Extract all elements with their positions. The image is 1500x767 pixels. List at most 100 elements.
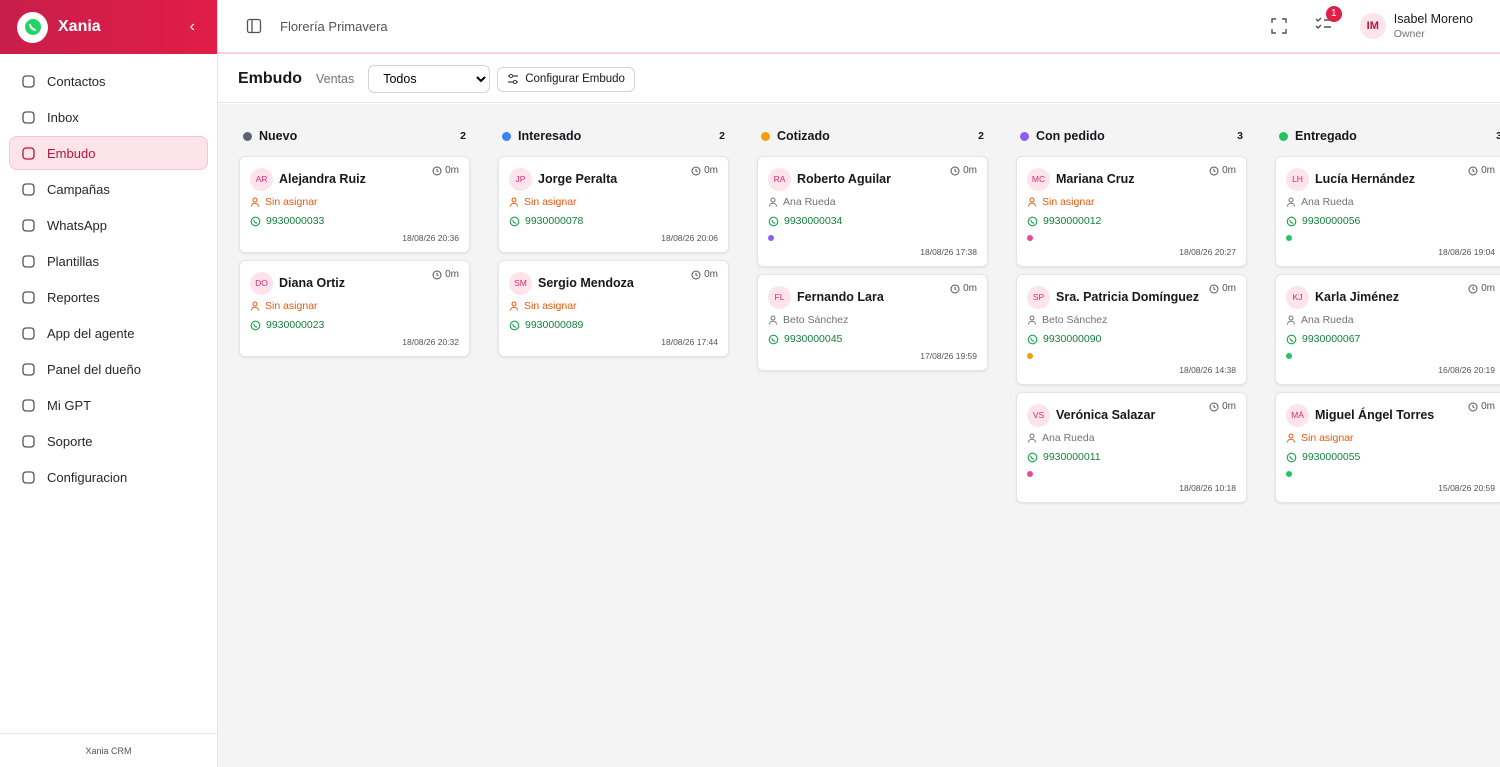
time-text: 0m: [963, 165, 977, 176]
nav-item[interactable]: Plantillas: [9, 244, 208, 278]
lead-initials: SM: [509, 271, 532, 295]
assignee-row: Sin asignar: [1286, 432, 1495, 444]
nav-icon: [22, 434, 35, 448]
assignee-row: Sin asignar: [509, 300, 718, 312]
nav-item[interactable]: Soporte: [9, 424, 208, 458]
lead-card[interactable]: AR Alejandra Ruiz 0m Sin asignar 9930000033 1…: [239, 156, 470, 253]
lead-card[interactable]: KJ Karla Jiménez 0m Ana Rueda 9930000067 16/0…: [1275, 274, 1500, 385]
time-text: 0m: [1222, 401, 1236, 412]
nav-label: Mi GPT: [47, 397, 92, 413]
nav-label: Soporte: [47, 433, 93, 449]
configure-button[interactable]: Configurar Embudo: [497, 66, 635, 92]
phone: 9930000011: [1043, 451, 1101, 463]
clock-icon: [950, 166, 960, 175]
sidebar-toggle[interactable]: [246, 18, 262, 34]
card-header: MÁ Miguel Ángel Torres 0m: [1286, 401, 1495, 427]
assignee-row: Sin asignar: [509, 196, 718, 208]
nav-item[interactable]: Embudo: [9, 136, 208, 170]
clock-icon: [1209, 402, 1219, 411]
lead-card[interactable]: RA Roberto Aguilar 0m Ana Rueda 9930000034 18…: [757, 156, 988, 267]
lead-card[interactable]: JP Jorge Peralta 0m Sin asignar 9930000078 18…: [498, 156, 729, 253]
lead-name: Roberto Aguilar: [797, 172, 891, 186]
assignee: Sin asignar: [265, 196, 318, 208]
time-text: 0m: [1481, 283, 1495, 294]
nav-item[interactable]: Panel del dueño: [9, 352, 208, 386]
nav-icon: [22, 290, 35, 304]
nav-label: Configuracion: [47, 469, 128, 485]
tag-dot: [768, 235, 774, 241]
lead-card[interactable]: DO Diana Ortiz 0m Sin asignar 9930000023 18/0…: [239, 260, 470, 357]
nav-icon: [22, 146, 35, 160]
time-text: 0m: [1481, 165, 1495, 176]
assignee-row: Beto Sánchez: [1027, 314, 1236, 326]
filter-select[interactable]: Todos: [368, 65, 491, 93]
lead-card[interactable]: FL Fernando Lara 0m Beto Sánchez 9930000045 1…: [757, 274, 988, 371]
topbar-actions: 1 IM Isabel Moreno Owner: [1271, 5, 1473, 40]
user-avatar[interactable]: IM: [1359, 13, 1386, 39]
nav-item[interactable]: Mi GPT: [9, 388, 208, 422]
assignee: Sin asignar: [1301, 432, 1354, 444]
lead-time: 0m: [1468, 283, 1495, 294]
nav-item[interactable]: Reportes: [9, 280, 208, 314]
lead-date: 18/08/26 20:06: [661, 233, 718, 243]
tag-dot: [1286, 353, 1292, 359]
fullscreen-button[interactable]: [1271, 18, 1287, 34]
nav-icon: [22, 182, 35, 196]
phone-row: 9930000012: [1027, 215, 1236, 227]
phone-row: 9930000090: [1027, 333, 1236, 345]
tasks-icon: [1315, 17, 1331, 29]
card-header: LH Lucía Hernández 0m: [1286, 165, 1495, 191]
assignee: Ana Rueda: [783, 196, 836, 208]
lead-initials: FL: [768, 285, 791, 309]
lead-name: Sra. Patricia Domínguez: [1056, 290, 1200, 304]
lead-card[interactable]: MC Mariana Cruz 0m Sin asignar 9930000012 18/…: [1016, 156, 1247, 267]
assignee: Beto Sánchez: [1042, 314, 1108, 326]
tag-dot: [1286, 471, 1292, 477]
lead-card[interactable]: MÁ Miguel Ángel Torres 0m Sin asignar 993000…: [1275, 392, 1500, 503]
tag-dot: [1027, 471, 1033, 477]
time-text: 0m: [445, 165, 459, 176]
lead-card[interactable]: SP Sra. Patricia Domínguez 0m Beto Sánchez 9…: [1016, 274, 1247, 385]
tasks-button[interactable]: 1: [1315, 5, 1342, 37]
nav-label: WhatsApp: [47, 217, 107, 233]
brand-name: Xania: [58, 18, 101, 35]
card-header: SP Sra. Patricia Domínguez 0m: [1027, 283, 1236, 309]
lead-card[interactable]: VS Verónica Salazar 0m Ana Rueda 9930000011 1…: [1016, 392, 1247, 503]
nav-item[interactable]: Campañas: [9, 172, 208, 206]
lead-card[interactable]: SM Sergio Mendoza 0m Sin asignar 9930000089 1…: [498, 260, 729, 357]
collapse-button[interactable]: ‹: [189, 18, 195, 35]
assignee-icon: [251, 197, 259, 207]
lead-date: 16/08/26 20:19: [1438, 365, 1495, 375]
whatsapp-icon: [250, 216, 261, 226]
lead-initials: JP: [509, 167, 532, 191]
lead-time: 0m: [1468, 401, 1495, 412]
lead-card[interactable]: LH Lucía Hernández 0m Ana Rueda 9930000056 18…: [1275, 156, 1500, 267]
sidebar-footer: Xania CRM: [0, 733, 217, 767]
nav-label: App del agente: [47, 325, 135, 341]
nav-item[interactable]: Configuracion: [9, 460, 208, 494]
nav-item[interactable]: App del agente: [9, 316, 208, 350]
whatsapp-icon: [1027, 216, 1038, 226]
stage-dot: [1020, 131, 1029, 141]
stage-count: 2: [719, 130, 725, 142]
lead-date: 18/08/26 17:38: [920, 247, 977, 257]
assignee-row: Sin asignar: [250, 196, 459, 208]
column-header: Entregado 3: [1279, 128, 1500, 144]
tag-dot: [1286, 235, 1292, 241]
nav-item[interactable]: Inbox: [9, 100, 208, 134]
stage-name: Nuevo: [259, 129, 298, 143]
assignee-row: Ana Rueda: [1027, 432, 1236, 444]
lead-initials: SP: [1027, 285, 1050, 309]
nav-item[interactable]: Contactos: [9, 64, 208, 98]
card-header: AR Alejandra Ruiz 0m: [250, 165, 459, 191]
assignee-icon: [769, 315, 777, 325]
lead-name: Miguel Ángel Torres: [1315, 408, 1435, 422]
logo-icon: [24, 19, 41, 35]
stage-name: Con pedido: [1036, 129, 1105, 143]
lead-time: 0m: [1468, 165, 1495, 176]
nav-item[interactable]: WhatsApp: [9, 208, 208, 242]
column-header: Nuevo 2: [243, 128, 466, 144]
whatsapp-icon: [250, 320, 261, 330]
lead-date: 15/08/26 20:59: [1438, 483, 1495, 493]
